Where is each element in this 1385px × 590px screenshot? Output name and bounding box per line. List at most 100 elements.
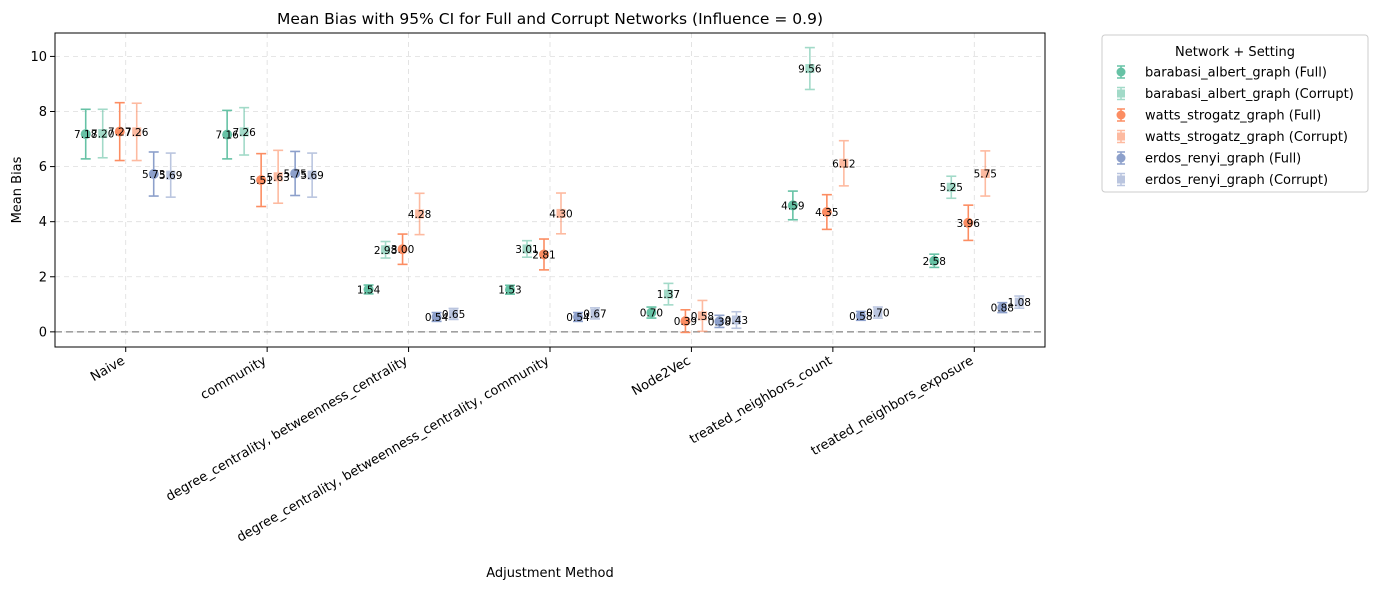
y-axis: 0 2 4 6 8 10 xyxy=(30,50,55,340)
data-point xyxy=(415,209,425,219)
data-label: 9.56 xyxy=(798,64,822,76)
legend-marker xyxy=(1117,172,1125,187)
data-label: 3.96 xyxy=(957,218,981,230)
legend-item: barabasi_albert_graph (Corrupt) xyxy=(1117,86,1354,102)
data-point xyxy=(663,289,673,299)
y-tick-label: 6 xyxy=(39,160,47,175)
data-label: 0.58 xyxy=(849,311,872,323)
series-3 xyxy=(131,102,991,333)
data-point xyxy=(307,170,317,180)
legend-symbol xyxy=(1117,132,1125,141)
legend-symbol xyxy=(1117,175,1125,184)
data-label: 5.73 xyxy=(142,169,165,181)
data-point xyxy=(114,126,125,137)
legend-item: barabasi_albert_graph (Full) xyxy=(1116,65,1327,81)
data-point xyxy=(731,315,741,325)
data-point xyxy=(646,307,657,318)
legend-symbol xyxy=(1117,89,1125,98)
data-point xyxy=(222,129,233,140)
data-point xyxy=(239,127,249,137)
legend: Network + Setting barabasi_albert_graph … xyxy=(1101,34,1369,193)
data-label: 2.81 xyxy=(532,249,555,261)
x-tick-label: degree_centrality, betweenness_centralit… xyxy=(234,353,552,545)
data-point xyxy=(821,207,832,218)
grid xyxy=(55,33,1045,347)
data-point xyxy=(573,311,583,322)
x-tick-label: treated_neighbors_exposure xyxy=(809,353,977,458)
data-point xyxy=(273,172,283,182)
legend-marker xyxy=(1116,108,1126,122)
data-point xyxy=(449,309,459,319)
data-label: 7.26 xyxy=(232,127,256,139)
data-label: 4.35 xyxy=(815,207,838,219)
data-point xyxy=(590,308,600,318)
legend-label: watts_strogatz_graph (Full) xyxy=(1145,109,1321,124)
data-point xyxy=(714,316,725,327)
data-label: 0.39 xyxy=(674,316,697,328)
data-label: 5.75 xyxy=(974,168,997,180)
data-label: 0.38 xyxy=(708,316,731,328)
legend-marker xyxy=(1116,65,1126,79)
data-point xyxy=(381,245,391,255)
data-point xyxy=(946,182,956,192)
data-label: 3.01 xyxy=(515,244,538,256)
series-1 xyxy=(97,46,957,306)
data-marks xyxy=(80,46,1025,334)
data-point xyxy=(522,244,532,254)
data-label: 0.43 xyxy=(725,315,748,327)
legend-symbol xyxy=(1116,67,1126,77)
data-point xyxy=(980,168,990,178)
x-tick-label: community xyxy=(198,353,269,403)
data-label: 5.25 xyxy=(940,182,963,194)
legend-marker xyxy=(1116,151,1126,165)
data-label: 4.30 xyxy=(549,208,572,220)
data-point xyxy=(787,200,798,211)
data-label: 0.54 xyxy=(425,312,449,324)
data-point xyxy=(80,129,91,140)
data-label: 6.12 xyxy=(832,158,855,170)
legend-item: erdos_renyi_graph (Corrupt) xyxy=(1117,172,1328,188)
data-point xyxy=(855,310,866,321)
data-label: 1.54 xyxy=(357,284,381,296)
legend-marker xyxy=(1117,129,1125,144)
data-point xyxy=(997,302,1008,313)
y-tick-label: 2 xyxy=(39,270,47,285)
data-point xyxy=(166,170,176,180)
data-label: 7.20 xyxy=(91,129,114,141)
data-label: 0.70 xyxy=(640,308,663,320)
data-label: 4.28 xyxy=(408,209,431,221)
y-tick-label: 0 xyxy=(39,325,47,340)
data-point xyxy=(98,129,108,139)
data-point xyxy=(873,308,883,318)
legend-label: erdos_renyi_graph (Corrupt) xyxy=(1145,173,1328,188)
legend-label: watts_strogatz_graph (Corrupt) xyxy=(1145,130,1348,145)
data-point xyxy=(929,255,940,266)
legend-marker xyxy=(1117,86,1125,101)
data-point xyxy=(290,168,301,179)
legend-item: watts_strogatz_graph (Corrupt) xyxy=(1117,129,1348,145)
data-point xyxy=(1014,297,1024,307)
data-point xyxy=(963,217,974,228)
data-point xyxy=(431,311,442,322)
legend-label: barabasi_albert_graph (Corrupt) xyxy=(1145,87,1354,102)
data-point xyxy=(556,208,566,218)
legend-label: barabasi_albert_graph (Full) xyxy=(1145,66,1327,81)
data-label: 0.70 xyxy=(866,308,889,320)
data-labels: 7.18 7.16 1.54 1.53 0.70 4.59 2.58 7.20 7.26 2.98… xyxy=(74,64,1031,329)
data-label: 4.59 xyxy=(781,200,804,212)
data-label: 0.88 xyxy=(991,303,1014,315)
data-point xyxy=(505,284,515,295)
data-label: 5.63 xyxy=(266,172,289,184)
data-label: 1.08 xyxy=(1008,297,1031,309)
x-tick-label: treated_neighbors_count xyxy=(687,353,835,447)
data-label: 3.00 xyxy=(391,244,414,256)
legend-symbol xyxy=(1116,110,1126,120)
x-tick-label: Node2Vec xyxy=(629,353,693,399)
data-point xyxy=(397,244,408,255)
series-0 xyxy=(80,108,940,319)
x-axis-label: Adjustment Method xyxy=(486,566,614,581)
legend-item: watts_strogatz_graph (Full) xyxy=(1116,108,1321,124)
data-point xyxy=(680,316,691,327)
